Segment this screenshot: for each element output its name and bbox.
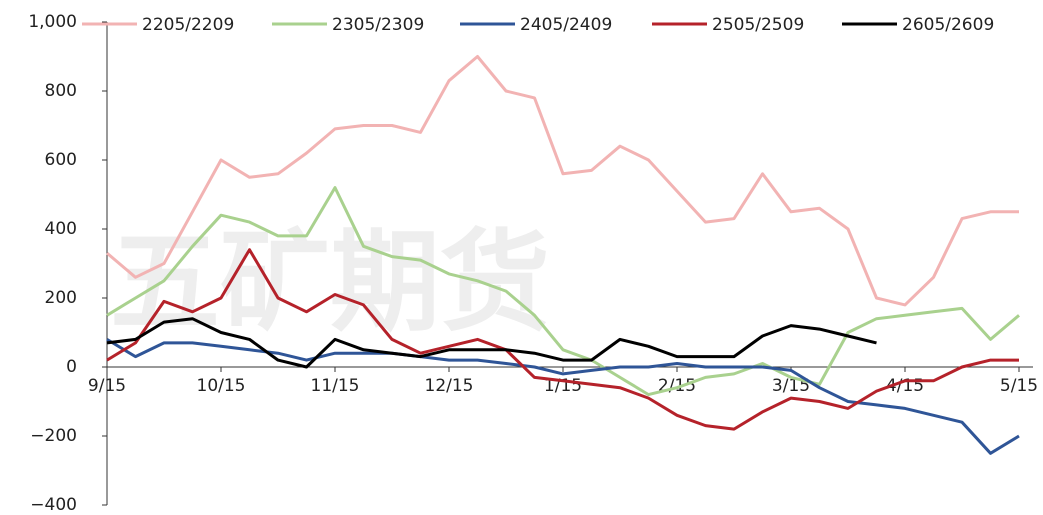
x-tick-label: 9/15 xyxy=(88,376,126,396)
legend-label: 2205/2209 xyxy=(142,15,234,35)
y-tick-label: 800 xyxy=(45,81,77,101)
series-line xyxy=(106,55,1019,307)
x-tick-label: 11/15 xyxy=(311,376,360,396)
y-tick-label: 600 xyxy=(45,150,77,170)
legend-label: 2505/2509 xyxy=(712,15,804,35)
series-line xyxy=(106,248,1019,431)
x-tick-label: 10/15 xyxy=(197,376,246,396)
x-tick-label: 12/15 xyxy=(425,376,474,396)
series-line xyxy=(106,186,1020,397)
x-tick-label: 5/15 xyxy=(1000,376,1038,396)
y-tick-label: 0 xyxy=(66,357,77,377)
y-tick-label: 400 xyxy=(45,219,77,239)
y-tick-label: 200 xyxy=(45,288,77,308)
y-tick-label: −400 xyxy=(30,495,77,515)
legend-label: 2605/2609 xyxy=(902,15,994,35)
series-line xyxy=(106,317,877,369)
legend-label: 2405/2409 xyxy=(520,15,612,35)
x-tick-label: 2/15 xyxy=(658,376,696,396)
watermark: 五矿期货 xyxy=(110,218,550,346)
series-line xyxy=(106,338,1020,455)
y-tick-label: 1,000 xyxy=(28,12,77,32)
legend-label: 2305/2309 xyxy=(332,15,424,35)
y-tick-label: −200 xyxy=(30,426,77,446)
